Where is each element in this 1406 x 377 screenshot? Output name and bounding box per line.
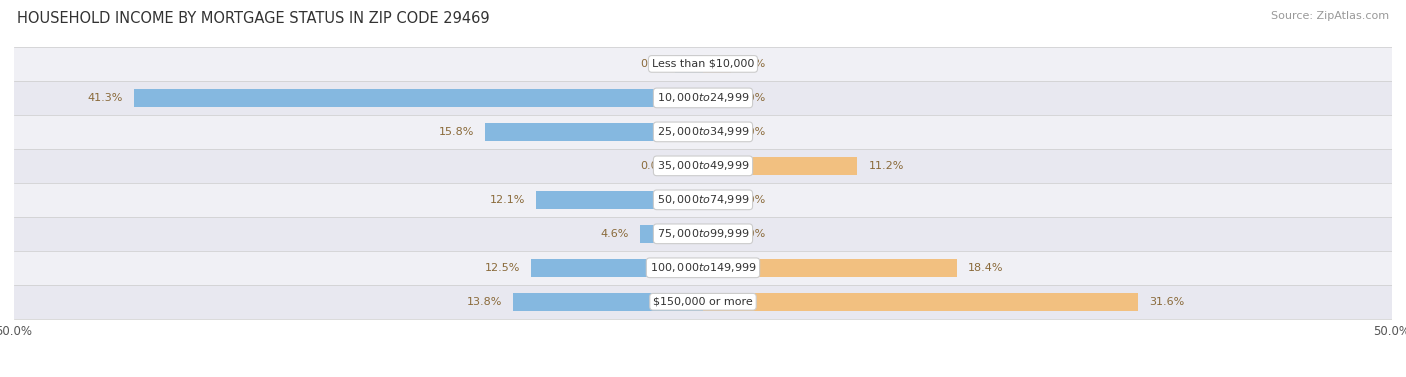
Bar bbox=[134, 89, 703, 107]
Bar bbox=[14, 115, 1392, 149]
Bar bbox=[703, 225, 731, 243]
Text: $50,000 to $74,999: $50,000 to $74,999 bbox=[657, 193, 749, 206]
Bar bbox=[536, 191, 703, 208]
Bar bbox=[485, 123, 703, 141]
Text: 18.4%: 18.4% bbox=[967, 263, 1002, 273]
Text: Source: ZipAtlas.com: Source: ZipAtlas.com bbox=[1271, 11, 1389, 21]
Bar bbox=[14, 149, 1392, 183]
Bar bbox=[14, 47, 1392, 81]
Text: 13.8%: 13.8% bbox=[467, 297, 502, 307]
Bar bbox=[14, 285, 1392, 319]
Text: $75,000 to $99,999: $75,000 to $99,999 bbox=[657, 227, 749, 240]
Text: $25,000 to $34,999: $25,000 to $34,999 bbox=[657, 126, 749, 138]
Text: 0.0%: 0.0% bbox=[738, 93, 766, 103]
Bar bbox=[703, 191, 731, 208]
Text: 4.6%: 4.6% bbox=[600, 229, 628, 239]
Text: $35,000 to $49,999: $35,000 to $49,999 bbox=[657, 159, 749, 172]
Text: 0.0%: 0.0% bbox=[738, 59, 766, 69]
Text: 12.5%: 12.5% bbox=[484, 263, 520, 273]
Text: 0.0%: 0.0% bbox=[738, 127, 766, 137]
Text: Less than $10,000: Less than $10,000 bbox=[652, 59, 754, 69]
Bar bbox=[703, 55, 731, 73]
Bar bbox=[703, 259, 956, 277]
Text: 0.0%: 0.0% bbox=[738, 229, 766, 239]
Bar bbox=[14, 217, 1392, 251]
Bar bbox=[640, 225, 703, 243]
Bar bbox=[513, 293, 703, 311]
Bar bbox=[675, 55, 703, 73]
Text: 41.3%: 41.3% bbox=[87, 93, 122, 103]
Bar bbox=[703, 293, 1139, 311]
Bar bbox=[14, 81, 1392, 115]
Text: 31.6%: 31.6% bbox=[1150, 297, 1185, 307]
Bar bbox=[703, 89, 731, 107]
Text: 0.0%: 0.0% bbox=[640, 59, 669, 69]
Text: HOUSEHOLD INCOME BY MORTGAGE STATUS IN ZIP CODE 29469: HOUSEHOLD INCOME BY MORTGAGE STATUS IN Z… bbox=[17, 11, 489, 26]
Bar bbox=[14, 183, 1392, 217]
Bar bbox=[14, 251, 1392, 285]
Text: 15.8%: 15.8% bbox=[439, 127, 474, 137]
Text: $100,000 to $149,999: $100,000 to $149,999 bbox=[650, 261, 756, 274]
Text: 12.1%: 12.1% bbox=[489, 195, 526, 205]
Bar bbox=[531, 259, 703, 277]
Text: 11.2%: 11.2% bbox=[869, 161, 904, 171]
Bar bbox=[675, 157, 703, 175]
Bar bbox=[703, 157, 858, 175]
Text: 0.0%: 0.0% bbox=[640, 161, 669, 171]
Text: $10,000 to $24,999: $10,000 to $24,999 bbox=[657, 91, 749, 104]
Text: $150,000 or more: $150,000 or more bbox=[654, 297, 752, 307]
Bar bbox=[703, 123, 731, 141]
Text: 0.0%: 0.0% bbox=[738, 195, 766, 205]
